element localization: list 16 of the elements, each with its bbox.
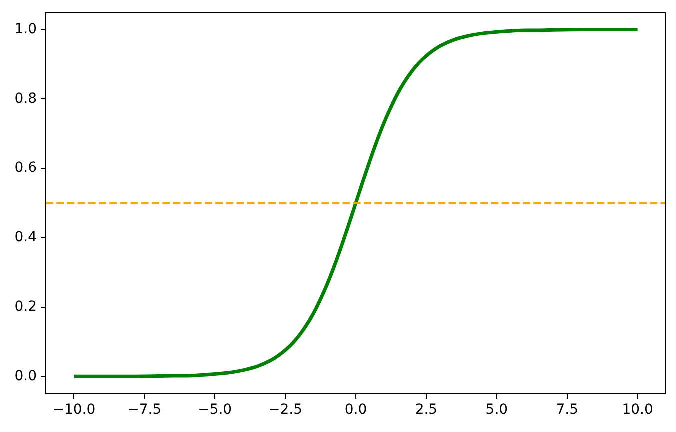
line-series <box>72 28 640 378</box>
y-tick-label: 0.2 <box>14 298 37 315</box>
x-tick-label: −7.5 <box>128 402 162 418</box>
x-tick-label: 0.0 <box>344 402 368 418</box>
y-tick-label: 0.0 <box>14 368 37 384</box>
y-tick-label: 0.4 <box>14 230 38 246</box>
x-tick-label: −5.0 <box>198 402 232 418</box>
y-tick-label: 0.8 <box>14 90 37 107</box>
x-tick-label: −10.0 <box>52 402 96 418</box>
x-tick-label: −2.5 <box>268 402 303 418</box>
y-tick-label: 0.6 <box>14 160 38 176</box>
x-tick-label: 2.5 <box>415 402 438 418</box>
x-tick-label: 10.0 <box>622 402 654 418</box>
x-tick-label: 7.5 <box>556 402 578 418</box>
x-tick-label: 5.0 <box>486 402 508 418</box>
y-tick-label: 1.0 <box>14 21 37 38</box>
